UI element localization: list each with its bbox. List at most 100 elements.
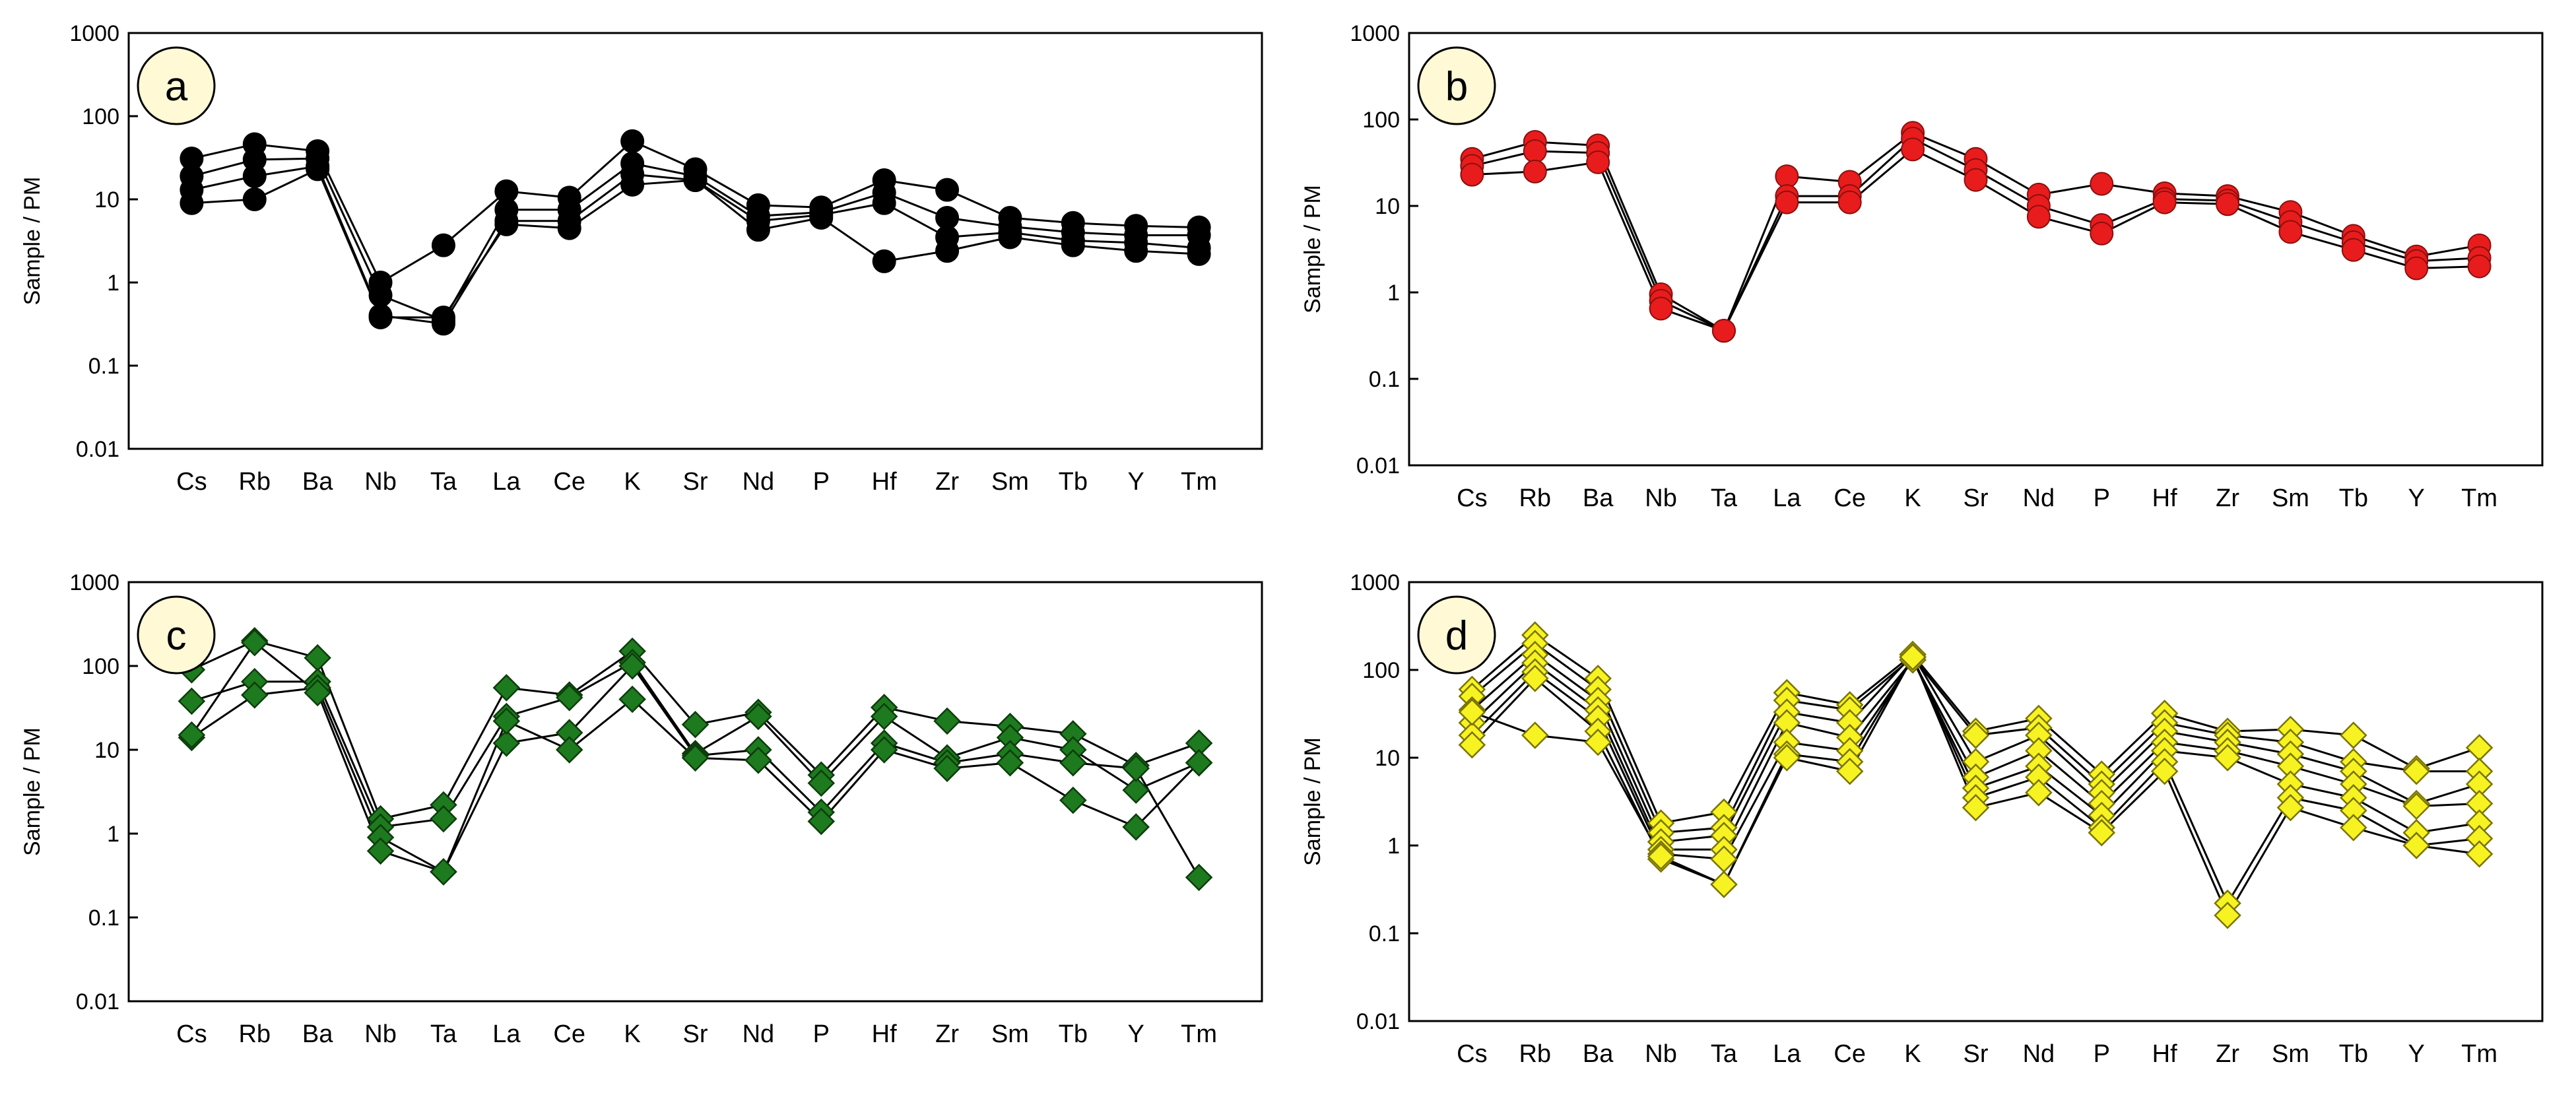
data-point [1586,150,1610,174]
data-point [807,807,836,836]
x-tick-label: Tm [1181,468,1217,496]
data-point [2025,779,2053,807]
y-tick-label: 0.1 [88,354,119,379]
data-point [431,305,455,329]
x-tick-label: Hf [2152,1040,2177,1068]
y-tick-label: 0.1 [1369,921,1400,946]
x-tick-label: Cs [176,468,207,496]
data-point [998,225,1022,249]
x-tick-label: Ba [302,1020,333,1048]
x-tick-label: Zr [935,468,959,496]
data-point [2026,205,2051,229]
data-point [996,748,1024,777]
x-tick-label: Sm [991,468,1029,496]
x-tick-label: Sr [683,468,708,496]
data-point [744,746,772,774]
y-tick-label: 1 [107,271,119,296]
panel-label: a [165,64,188,110]
panel-label: c [166,613,187,659]
data-point [430,805,457,833]
data-point [1061,233,1085,257]
panel-b: 0.01 0.1 1 10 100 1000 Sample / PM Cs Rb Ba Nb Ta La… [1300,21,2544,512]
data-point [870,702,898,731]
panel-label-badge [137,595,216,675]
y-axis-label: Sample / PM [1300,737,1325,866]
data-point [2465,734,2493,762]
x-tick-label: P [2094,1040,2110,1068]
panel-c: 0.01 0.1 1 10 100 1000 Sample / PM Cs Rb Ba Nb Ta La… [20,570,1263,1048]
data-point [1521,665,1549,692]
x-tick-label: Nb [364,468,397,496]
x-tick-label: La [492,1020,521,1048]
data-point [1775,190,1799,215]
data-point [935,178,960,202]
x-tick-label: K [1904,1040,1921,1068]
data-point [1458,731,1486,759]
data-point [368,283,393,308]
x-tick-label: Sr [1964,1040,1989,1068]
data-point [2341,238,2365,262]
y-tick-label: 0.01 [1356,453,1400,479]
data-point [872,191,896,215]
x-tick-label: P [813,1020,830,1048]
data-point [744,702,772,731]
x-tick-label: Tb [1059,1020,1088,1048]
x-tick-label: K [624,468,640,496]
data-point [1521,721,1549,749]
data-point [1185,748,1213,777]
plot-frame [127,581,1263,1003]
data-point [746,218,770,242]
x-tick-label: Tm [2461,484,2497,512]
y-tick-label: 1 [1387,834,1400,859]
data-point [1122,813,1150,841]
x-tick-label: Ba [1583,1040,1614,1068]
x-tick-label: La [1773,1040,1801,1068]
panel-a: 0.01 0.1 1 10 100 1000 Sample / PM Cs Rb Ba Nb Ta La… [20,21,1263,496]
x-tick-label: Nd [743,1020,775,1048]
x-tick-label: Nd [743,468,775,496]
panel-label-badge [1417,46,1496,125]
panel-label-badge [137,46,216,125]
data-point [933,707,961,735]
data-point [494,212,519,236]
x-tick-label: Rb [238,1020,271,1048]
y-tick-label: 100 [1362,658,1400,683]
data-point [2090,221,2114,246]
data-point [870,736,898,764]
data-point [2402,757,2430,785]
panel-label-badge [1417,595,1496,675]
data-point [1122,754,1150,782]
data-point [872,249,896,273]
x-tick-label: Rb [1519,484,1551,512]
data-point [304,644,331,672]
series-line-c3 [191,664,1200,878]
y-tick-label: 10 [94,738,119,763]
data-point [492,729,521,757]
data-point [242,187,267,211]
data-point [620,129,645,153]
x-tick-label: Sr [683,1020,708,1048]
y-tick-label: 10 [94,187,119,213]
data-point [178,721,206,749]
data-point [1124,239,1148,263]
y-tick-label: 0.1 [88,906,119,931]
data-point [241,628,269,657]
y-tick-label: 1 [1387,281,1400,306]
x-tick-label: Rb [1519,1040,1551,1068]
data-point [1773,744,1801,772]
data-point [555,684,583,712]
data-point [2340,721,2367,749]
data-point [2152,190,2177,215]
x-tick-label: Cs [1457,484,1487,512]
y-tick-label: 1000 [69,21,119,46]
data-point [1835,757,1864,785]
x-tick-label: Ta [1711,484,1738,512]
data-point [809,205,834,230]
data-point [366,837,395,865]
data-point [242,164,267,188]
data-point [2340,814,2367,842]
x-tick-label: Hf [872,468,897,496]
plot-frame [1408,32,2544,467]
x-tick-label: Sm [991,1020,1029,1048]
data-point [1647,842,1675,871]
